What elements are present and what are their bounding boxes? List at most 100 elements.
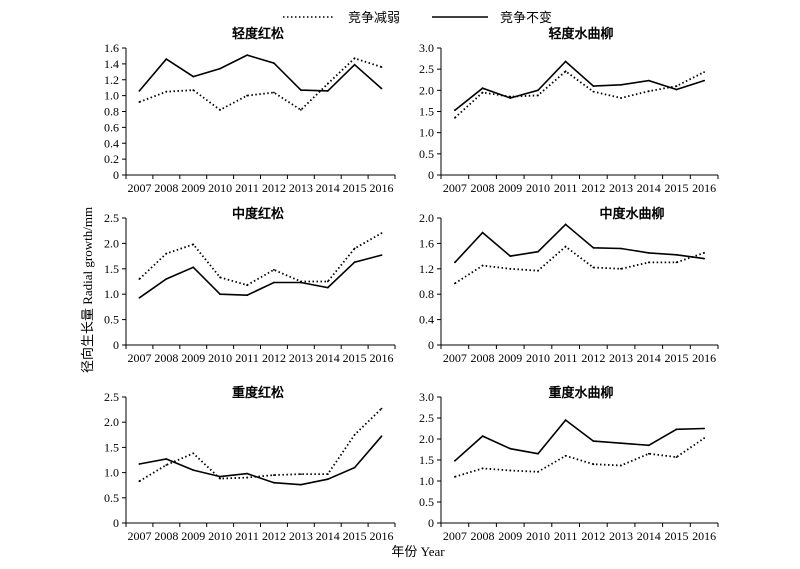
series-point — [454, 109, 456, 112]
x-tick-label: 2008 — [471, 351, 495, 365]
series-point — [481, 87, 484, 90]
y-tick-label: 2.0 — [419, 432, 434, 446]
x-tick-label: 2009 — [181, 529, 205, 543]
series-point — [219, 276, 222, 279]
y-tick-label: 1.5 — [104, 440, 119, 454]
series-point — [326, 478, 329, 481]
y-tick-label: 1.2 — [104, 73, 119, 87]
series-point — [300, 109, 302, 111]
series-point — [273, 91, 275, 94]
series-point — [647, 90, 650, 93]
x-tick-label: 2016 — [370, 181, 394, 195]
x-tick-label: 2011 — [554, 351, 578, 365]
series-point — [192, 243, 195, 246]
series-point — [246, 54, 249, 56]
legend-label: 竞争不变 — [500, 10, 552, 25]
y-tick-label: 2.0 — [419, 83, 434, 97]
y-tick-label: 2.5 — [104, 211, 119, 225]
series-point — [454, 261, 456, 264]
series-point — [138, 480, 141, 483]
x-tick-label: 2010 — [526, 181, 550, 195]
series-point — [675, 261, 678, 264]
y-tick-label: 0 — [113, 516, 119, 530]
y-tick-label: 2.5 — [419, 62, 434, 76]
y-axis-label: 径向生长量 Radial growth/mm — [80, 207, 95, 373]
series-point — [703, 79, 705, 82]
x-tick-label: 2016 — [370, 351, 394, 365]
series-point — [703, 437, 705, 440]
y-tick-label: 2.5 — [104, 390, 119, 404]
series-point — [509, 447, 512, 450]
series-point — [300, 483, 302, 486]
series-point — [326, 280, 329, 283]
series-point — [620, 83, 622, 86]
y-tick-label: 1.5 — [419, 453, 434, 467]
series-point — [620, 267, 622, 270]
series-point — [647, 261, 650, 264]
series-point — [592, 90, 595, 93]
x-tick-label: 2009 — [498, 181, 522, 195]
series-point — [481, 231, 484, 234]
x-tick-label: 2014 — [637, 181, 661, 195]
y-tick-label: 2.0 — [104, 415, 119, 429]
x-tick-label: 2008 — [154, 181, 178, 195]
series-point — [537, 250, 539, 253]
series-point — [353, 433, 356, 436]
series-point — [219, 109, 222, 111]
x-tick-label: 2015 — [343, 529, 367, 543]
series-point — [703, 257, 705, 260]
series-point — [647, 452, 650, 455]
series-point — [564, 70, 567, 73]
series-point — [353, 261, 356, 264]
x-tick-label: 2013 — [609, 181, 633, 195]
y-tick-label: 0.5 — [104, 491, 119, 505]
series-line-weakened — [454, 245, 705, 285]
x-tick-label: 2013 — [289, 529, 313, 543]
x-tick-label: 2007 — [127, 351, 151, 365]
series-point — [326, 90, 329, 92]
x-tick-label: 2016 — [370, 529, 394, 543]
series-point — [537, 452, 539, 455]
series-point — [481, 91, 484, 94]
x-tick-label: 2014 — [637, 529, 661, 543]
y-tick-label: 1.6 — [104, 41, 119, 55]
series-line-weakened — [138, 407, 383, 482]
series-point — [537, 470, 539, 473]
series-point — [592, 266, 595, 269]
y-tick-label: 1.5 — [419, 105, 434, 119]
series-point — [481, 264, 484, 267]
series-line-unchanged — [454, 223, 705, 263]
series-point — [192, 452, 195, 455]
series-point — [647, 252, 650, 254]
y-tick-label: 0 — [428, 338, 434, 352]
series-point — [353, 247, 356, 250]
x-tick-label: 2011 — [554, 181, 578, 195]
y-tick-label: 1.0 — [419, 126, 434, 140]
series-point — [509, 469, 512, 472]
x-tick-label: 2009 — [181, 351, 205, 365]
series-point — [564, 60, 567, 63]
panel-title: 中度红松 — [232, 206, 284, 221]
series-point — [219, 475, 222, 478]
series-point — [273, 268, 275, 271]
series-point — [165, 90, 168, 93]
series-point — [454, 459, 456, 462]
y-tick-label: 2.0 — [419, 211, 434, 225]
panel-title: 中度水曲柳 — [599, 206, 664, 221]
y-tick-label: 0 — [113, 338, 119, 352]
legend: 竞争减弱 竞争不变 — [283, 10, 552, 25]
x-tick-label: 2008 — [471, 529, 495, 543]
x-tick-label: 2011 — [235, 529, 259, 543]
series-point — [192, 89, 195, 91]
x-tick-label: 2012 — [581, 181, 605, 195]
series-point — [192, 469, 195, 471]
panel-title: 重度红松 — [232, 385, 284, 400]
series-point — [592, 463, 595, 466]
series-point — [620, 97, 622, 99]
y-tick-label: 1.5 — [104, 262, 119, 276]
series-point — [246, 294, 249, 297]
series-point — [454, 116, 456, 119]
x-tick-label: 2010 — [526, 351, 550, 365]
series-point — [454, 475, 456, 478]
